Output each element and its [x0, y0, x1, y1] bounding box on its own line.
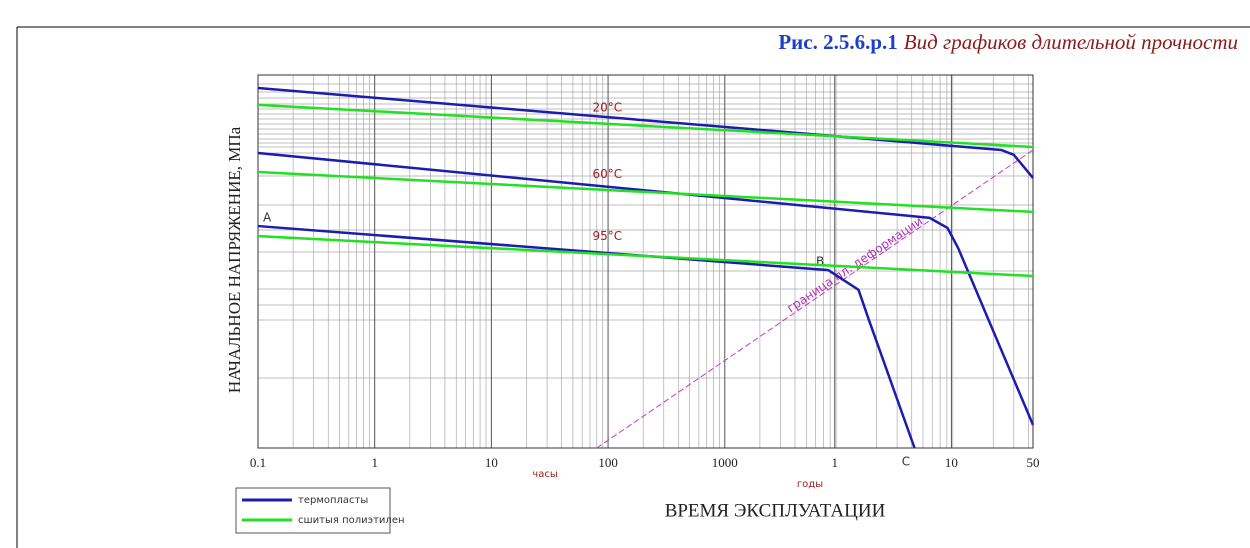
curve — [257, 86, 1034, 179]
unit-label: годы — [797, 479, 823, 490]
x-tick-label: 1 — [371, 455, 378, 470]
x-tick-label: 1000 — [712, 455, 738, 470]
x-tick-label: 0.1 — [250, 455, 266, 470]
x-tick-label: 1 — [831, 455, 838, 470]
figure-caption: Рис. 2.5.6.р.1 Вид графиков длительной пр… — [778, 30, 1238, 54]
chart-title: Рис. 2.5.6.р.1 — [778, 30, 897, 54]
grid — [257, 75, 1034, 448]
curve-label: 20°C — [592, 101, 622, 115]
curve-label: 95°C — [592, 229, 622, 243]
point-label: C — [902, 455, 910, 469]
chart-subtitle: Вид графиков длительной прочности — [904, 30, 1238, 54]
unit-label: часы — [532, 469, 557, 480]
legend — [235, 487, 391, 534]
x-tick-label: 10 — [485, 455, 498, 470]
point-label: B — [816, 255, 824, 269]
point-label: A — [263, 211, 272, 225]
x-axis-label: ВРЕМЯ ЭКСПЛУАТАЦИИ — [665, 500, 886, 521]
plot-frame — [257, 74, 1034, 449]
curve-label: 60°C — [592, 167, 622, 181]
x-tick-label: 10 — [945, 455, 958, 470]
curve — [257, 103, 1034, 149]
legend-label: сшитыя полиэтилен — [298, 515, 405, 526]
curve — [596, 149, 1034, 449]
x-tick-label: 100 — [598, 455, 618, 470]
legend-label: термопласты — [298, 495, 368, 506]
x-tick-label: 50 — [1027, 455, 1040, 470]
y-axis-label: НАЧАЛЬНОЕ НАПРЯЖЕНИЕ, МПа — [225, 126, 244, 393]
curve — [257, 234, 1034, 278]
curve — [257, 170, 1034, 214]
